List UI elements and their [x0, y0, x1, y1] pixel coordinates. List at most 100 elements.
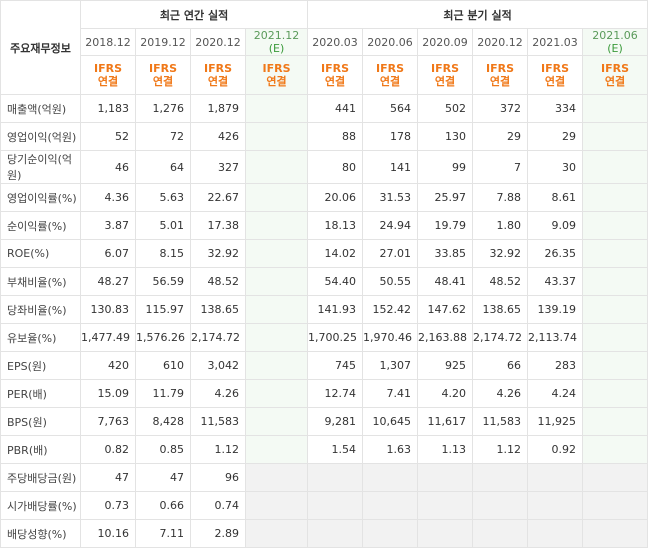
table-cell: 64 — [135, 150, 191, 184]
table-cell: 426 — [190, 122, 246, 151]
table-cell: 50.55 — [362, 267, 419, 296]
table-cell: 1,183 — [80, 94, 136, 123]
table-cell: 6.07 — [80, 239, 136, 268]
table-cell: 4.20 — [417, 379, 474, 408]
period-label: 2020.12 — [477, 35, 523, 49]
table-cell: 420 — [80, 351, 136, 380]
table-cell: 1,307 — [362, 351, 419, 380]
period-label: 2020.03 — [312, 35, 358, 49]
table-cell — [244, 94, 309, 123]
table-cell: 147.62 — [417, 295, 474, 324]
table-cell: 43.37 — [527, 267, 584, 296]
table-row: PER(배) 15.09 11.79 4.26 12.74 7.41 4.20 4.26 4.2… — [0, 379, 648, 408]
table-cell: 178 — [362, 122, 419, 151]
row-label: 주당배당금(원) — [0, 463, 81, 492]
table-cell — [582, 211, 648, 240]
table-cell: 3,042 — [190, 351, 246, 380]
table-cell: 11,925 — [527, 407, 584, 436]
table-cell — [582, 150, 648, 184]
row-label: 당좌비율(%) — [0, 295, 81, 324]
table-cell — [244, 239, 309, 268]
table-cell: 17.38 — [190, 211, 246, 240]
ifrs-header-row: IFRS 연결 IFRS 연결 IFRS 연결 IFRS 연결 IFRS 연결 IFRS 연결 IFRS… — [1, 55, 648, 95]
estimate-mark: (E) — [268, 42, 285, 55]
table-cell: 564 — [362, 94, 419, 123]
table-row: 배당성향(%) 10.16 7.11 2.89 — [0, 519, 648, 548]
table-cell: 25.97 — [417, 183, 474, 212]
table-cell: 88 — [307, 122, 364, 151]
table-cell: 0.92 — [527, 435, 584, 464]
table-cell: 30 — [527, 150, 584, 184]
period-header: 2021.06 (E) — [582, 28, 648, 56]
table-cell: 1,970.46 — [362, 323, 419, 352]
table-cell — [582, 351, 648, 380]
table-cell: 138.65 — [190, 295, 246, 324]
table-cell: 32.92 — [190, 239, 246, 268]
ifrs-label: IFRS 연결 — [417, 55, 474, 95]
ifrs-label: IFRS 연결 — [582, 55, 648, 95]
row-label: PBR(배) — [0, 435, 81, 464]
financial-data-body: 매출액(억원) 1,183 1,276 1,879 441 564 502 372 334 영업이… — [0, 94, 648, 548]
table-row: 영업이익률(%) 4.36 5.63 22.67 20.06 31.53 25.97 7.88… — [0, 183, 648, 212]
period-label: 2021.12 — [253, 29, 300, 42]
table-cell: 7,763 — [80, 407, 136, 436]
table-cell: 141 — [362, 150, 419, 184]
period-header: 2020.06 — [362, 28, 419, 56]
table-cell: 33.85 — [417, 239, 474, 268]
table-cell: 22.67 — [190, 183, 246, 212]
table-cell: 5.01 — [135, 211, 191, 240]
table-cell — [582, 463, 648, 492]
table-cell: 46 — [80, 150, 136, 184]
table-cell — [582, 379, 648, 408]
table-cell: 72 — [135, 122, 191, 151]
table-cell — [362, 519, 419, 548]
period-header: 2020.09 — [417, 28, 474, 56]
row-label: 매출액(억원) — [0, 94, 81, 123]
period-label: 2019.12 — [140, 35, 186, 49]
table-row: 당좌비율(%) 130.83 115.97 138.65 141.93 152.42 147… — [0, 295, 648, 324]
row-header-title: 주요재무정보 — [0, 0, 81, 95]
table-cell: 47 — [135, 463, 191, 492]
table-cell: 1.13 — [417, 435, 474, 464]
table-row: 영업이익(억원) 52 72 426 88 178 130 29 29 — [0, 122, 648, 151]
row-label: 영업이익률(%) — [0, 183, 81, 212]
table-cell: 1.12 — [190, 435, 246, 464]
table-cell: 99 — [417, 150, 474, 184]
table-cell: 11,617 — [417, 407, 474, 436]
table-cell: 11,583 — [472, 407, 529, 436]
table-cell — [244, 211, 309, 240]
table-cell: 1,700.25 — [307, 323, 364, 352]
table-cell: 1.63 — [362, 435, 419, 464]
table-cell — [362, 463, 419, 492]
period-label: 2021.03 — [532, 35, 578, 49]
ifrs-label: IFRS 연결 — [135, 55, 191, 95]
period-header: 2020.12 — [472, 28, 529, 56]
table-cell — [244, 351, 309, 380]
table-cell — [582, 239, 648, 268]
table-cell: 1,276 — [135, 94, 191, 123]
table-cell: 11,583 — [190, 407, 246, 436]
table-cell: 1,477.49 — [80, 323, 136, 352]
table-cell — [244, 491, 309, 520]
table-cell — [527, 463, 584, 492]
table-cell: 3.87 — [80, 211, 136, 240]
table-cell: 745 — [307, 351, 364, 380]
table-cell — [582, 183, 648, 212]
ifrs-label: IFRS 연결 — [527, 55, 584, 95]
table-cell: 502 — [417, 94, 474, 123]
table-cell: 20.06 — [307, 183, 364, 212]
table-cell — [362, 491, 419, 520]
table-cell: 4.36 — [80, 183, 136, 212]
table-cell: 283 — [527, 351, 584, 380]
row-label: PER(배) — [0, 379, 81, 408]
period-header: 2018.12 — [80, 28, 136, 56]
table-cell: 327 — [190, 150, 246, 184]
table-cell: 0.66 — [135, 491, 191, 520]
annual-group-header: 최근 연간 실적 — [79, 0, 309, 29]
table-row: ROE(%) 6.07 8.15 32.92 14.02 27.01 33.85 32.92 2… — [0, 239, 648, 268]
table-cell — [307, 463, 364, 492]
table-cell — [472, 491, 529, 520]
table-cell — [244, 122, 309, 151]
period-label: 2021.06 — [592, 29, 638, 42]
